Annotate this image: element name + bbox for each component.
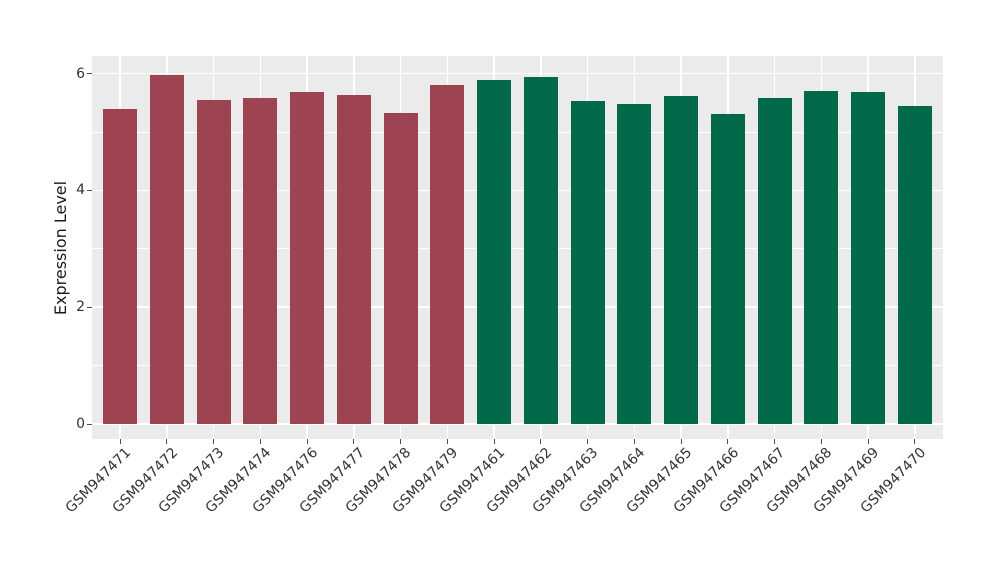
x-tick-mark [774,439,776,444]
x-tick-mark [259,439,261,444]
bar-GSM947461 [477,80,512,424]
y-tick-label: 4 [76,182,85,199]
bar-GSM947462 [523,76,558,424]
plot-panel [92,56,943,439]
bar-GSM947476 [290,91,325,424]
minor-gridline [92,131,943,133]
x-tick-mark [493,439,495,444]
bar-GSM947468 [804,91,839,424]
x-tick-mark [914,439,916,444]
minor-gridline [92,248,943,250]
x-tick-mark [820,439,822,444]
minor-gridline [92,365,943,367]
x-tick-mark [633,439,635,444]
y-tick-label: 2 [76,299,85,316]
y-tick-label: 0 [76,416,85,432]
bar-GSM947471 [103,109,138,424]
y-tick-mark [87,423,92,425]
y-axis-title: Expression Level [51,180,70,316]
x-tick-mark [680,439,682,444]
y-tick-mark [87,189,92,191]
major-gridline [92,423,943,425]
y-tick-label: 6 [76,65,85,82]
major-gridline [92,72,943,75]
x-tick-mark [540,439,542,444]
y-tick-mark [87,73,92,75]
major-gridline [92,189,943,192]
x-tick-mark [867,439,869,444]
x-tick-mark [306,439,308,444]
bar-GSM947467 [757,97,792,424]
x-tick-mark [353,439,355,444]
bar-GSM947478 [383,113,418,424]
bar-GSM947464 [617,103,652,424]
x-tick-mark [119,439,121,444]
bar-GSM947474 [243,97,278,424]
major-gridline [92,306,943,309]
bar-GSM947463 [570,101,605,424]
bar-GSM947465 [664,96,699,424]
x-tick-mark [213,439,215,444]
bar-GSM947479 [430,85,465,424]
y-tick-mark [87,306,92,308]
bar-GSM947477 [336,94,371,424]
bar-GSM947466 [710,114,745,424]
x-tick-mark [166,439,168,444]
bar-GSM947472 [149,74,184,424]
x-tick-mark [587,439,589,444]
bar-GSM947469 [851,92,886,424]
x-tick-mark [446,439,448,444]
x-tick-mark [727,439,729,444]
x-tick-mark [400,439,402,444]
bar-GSM947470 [897,105,932,424]
bar-GSM947473 [196,99,231,424]
